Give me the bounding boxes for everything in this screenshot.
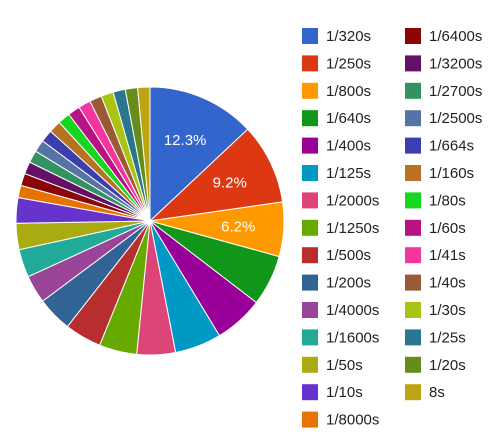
- legend-swatch: [405, 192, 421, 209]
- legend: 1/320s 1/250s 1/800s 1/640s 1/400s 1/125s 1/20…: [302, 28, 482, 429]
- legend-label: 1/320s: [326, 28, 371, 45]
- legend-swatch: [405, 55, 421, 72]
- legend-label: 1/125s: [326, 165, 371, 182]
- slice-data-label: 12.3%: [164, 132, 207, 149]
- legend-label: 1/60s: [429, 220, 466, 237]
- legend-label: 1/500s: [326, 247, 371, 264]
- legend-label: 1/41s: [429, 247, 466, 264]
- pie-slice-1-320s: [149, 86, 249, 223]
- legend-label: 1/664s: [429, 138, 474, 155]
- legend-label: 1/640s: [326, 110, 371, 127]
- slice-data-label: 9.2%: [213, 175, 247, 192]
- legend-swatch: [302, 28, 318, 44]
- legend-swatch: [405, 302, 421, 318]
- legend-swatch: [302, 165, 318, 181]
- pie-slices: [15, 86, 285, 356]
- pie-slice-1-250s: [148, 128, 284, 222]
- legend-swatch: [302, 55, 318, 72]
- legend-swatch: [405, 384, 421, 401]
- legend-label: 1/30s: [429, 302, 466, 319]
- legend-swatch: [302, 329, 318, 346]
- legend-swatch: [302, 219, 318, 236]
- legend-swatch: [405, 356, 421, 373]
- legend-label: 1/50s: [326, 357, 363, 374]
- legend-swatch: [405, 274, 421, 291]
- legend-label: 1/25s: [429, 329, 466, 346]
- slice-data-label: 6.2%: [221, 219, 255, 236]
- legend-label: 1/400s: [326, 138, 371, 155]
- legend-label: 1/40s: [429, 275, 466, 292]
- legend-label: 1/2500s: [429, 110, 482, 127]
- legend-swatch: [302, 110, 318, 127]
- legend-swatch: [302, 356, 318, 373]
- legend-label: 1/800s: [326, 83, 371, 100]
- legend-label: 1/250s: [326, 55, 371, 72]
- legend-label: 1/2700s: [429, 83, 482, 100]
- legend-label: 1/8000s: [326, 412, 379, 429]
- legend-label: 1/20s: [429, 357, 466, 374]
- legend-label: 1/3200s: [429, 55, 482, 72]
- legend-swatch: [302, 411, 318, 428]
- legend-label: 8s: [429, 384, 445, 401]
- legend-swatch: [302, 82, 318, 99]
- legend-swatch: [405, 219, 421, 236]
- legend-label: 1/2000s: [326, 192, 379, 209]
- legend-swatch: [405, 110, 421, 127]
- legend-swatch: [302, 302, 318, 318]
- legend-label: 1/1250s: [326, 220, 379, 237]
- legend-swatch: [302, 192, 318, 209]
- legend-swatch: [405, 82, 421, 99]
- legend-swatch: [302, 247, 318, 264]
- pie-slice-labels: 12.3% 9.2% 6.2%: [164, 132, 256, 236]
- legend-swatch: [302, 274, 318, 291]
- legend-label: 1/1600s: [326, 329, 379, 346]
- legend-swatch: [405, 137, 421, 154]
- legend-label: 1/4000s: [326, 302, 379, 319]
- legend-label: 1/10s: [326, 384, 363, 401]
- legend-swatch: [302, 137, 318, 154]
- pie-slice-8s: [137, 86, 151, 222]
- legend-swatch: [405, 247, 421, 264]
- legend-label: 1/80s: [429, 192, 466, 209]
- legend-swatch: [302, 384, 318, 401]
- legend-label: 1/200s: [326, 275, 371, 292]
- legend-swatch: [405, 329, 421, 346]
- legend-label: 1/6400s: [429, 28, 482, 45]
- legend-swatch: [405, 28, 421, 44]
- legend-swatch: [405, 165, 421, 181]
- legend-label: 1/160s: [429, 165, 474, 182]
